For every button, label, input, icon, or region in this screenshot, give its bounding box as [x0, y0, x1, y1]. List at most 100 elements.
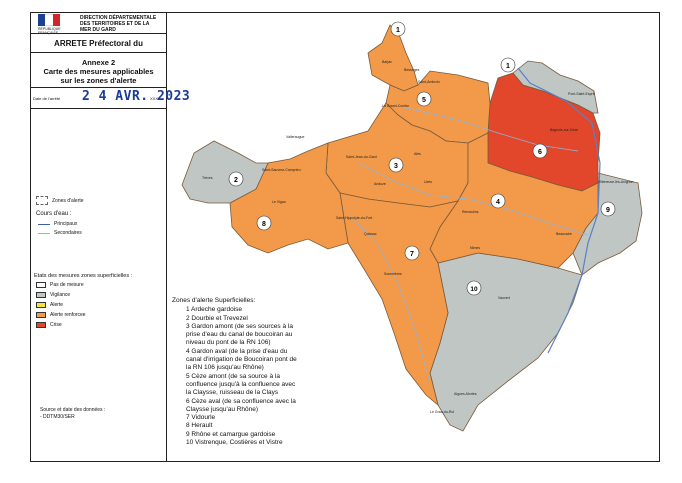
zone-number: 4: [496, 199, 500, 206]
zone-number: 2: [234, 177, 238, 184]
french-flag-icon: [38, 14, 60, 26]
zone-label-4[interactable]: 4: [490, 193, 506, 209]
zone-list-item: 3 Gardon amont (de ses sources à la: [186, 322, 293, 330]
zone-list-item: 2 Dourbie et Trevezel: [186, 314, 248, 322]
legend-label: Zones d'alerte: [52, 197, 84, 204]
zone-list-item: 6 Cèze aval (de sa confluence avec la: [186, 397, 296, 405]
zone-list-item: 8 Herault: [186, 422, 213, 430]
legend-cours-principaux: Principaux: [38, 221, 77, 227]
marianne-logo: RÉPUBLIQUE FRANÇAISE: [38, 14, 74, 35]
zone-number: 10: [470, 286, 478, 293]
legend-etat-pas-de-mesure: Pas de mesure: [36, 282, 84, 288]
legend-etat-alerte-renforcee: Alerte renforcee: [36, 312, 86, 318]
zone-label-5[interactable]: 5: [416, 91, 432, 107]
legend-label: Vigilance: [50, 292, 71, 298]
river-gardon: [357, 162, 589, 236]
zone-list: Zones d'alerte Superficielles: 1 Ardeche…: [172, 297, 312, 447]
town-label: Uzès: [424, 180, 432, 184]
town-label: Saint-Jean-du-Gard: [346, 155, 377, 159]
swatch-icon: [36, 282, 46, 288]
zone-label-3[interactable]: 3: [388, 157, 404, 173]
zone-label-7[interactable]: 7: [404, 245, 420, 261]
town-label: Le Grau-du-Roi: [430, 410, 454, 414]
zone-label-9[interactable]: 9: [600, 201, 616, 217]
legend-etat-alerte: Alerte: [36, 302, 63, 308]
town-label: La Grand-Combe: [382, 104, 409, 108]
town-label: Villeneuve-lès-Avignon: [598, 180, 634, 184]
divider: [30, 33, 167, 34]
zone-number: 1: [506, 63, 510, 70]
town-label: Alès: [414, 152, 421, 156]
date-label: Date de l'arrêté: [33, 96, 61, 101]
zone-list-item: la RN 106 jusqu'au Rhône): [186, 364, 264, 372]
zone-list-item: 10 Vistrenque, Costières et Vistre: [186, 439, 283, 447]
zone-label-8[interactable]: 8: [256, 215, 272, 231]
legend-label: Alerte renforcee: [50, 312, 86, 318]
town-label: Beaucaire: [556, 232, 572, 236]
gard-alert-map: 1 1 2 3 4 5 6 7 8 9 10 Barjac Sa: [181, 21, 643, 432]
town-label: Le Vigan: [272, 200, 286, 204]
swatch-icon: [36, 322, 46, 328]
legend-etat-vigilance: Vigilance: [36, 292, 70, 298]
source-line: - DDTM30/SER: [40, 414, 75, 420]
zone-label-1b[interactable]: 1: [500, 57, 516, 73]
town-label: Vauvert: [498, 296, 510, 300]
zone-label-2[interactable]: 2: [228, 171, 244, 187]
zone-label-1[interactable]: 1: [390, 21, 406, 37]
town-label: Valleraugue: [286, 135, 304, 139]
annexe-line: Annexe 2: [81, 58, 116, 67]
zone-list-item: 5 Cèze amont (de sa source à la: [186, 372, 280, 380]
town-label: Sommières: [384, 272, 402, 276]
zone-list-title: Zones d'alerte Superficielles:: [172, 297, 256, 304]
town-label: Aigues-Mortes: [454, 392, 477, 396]
zone-1-region[interactable]: [367, 24, 419, 92]
divider: [30, 52, 167, 53]
zone-7-region[interactable]: [339, 192, 459, 407]
town-label: Bessèges: [404, 68, 420, 72]
source-line: Source et date des données :: [40, 407, 106, 413]
zone-number: 8: [262, 221, 266, 228]
zone-list-item: la Claysse, ruisseau de la Clays: [186, 389, 279, 397]
zone-list-item: niveau du pont de la RN 106): [186, 339, 271, 347]
map-frame: [30, 12, 660, 462]
zone-label-10[interactable]: 10: [466, 280, 482, 296]
zone-list-item: Claysse jusqu'au Rhône): [186, 405, 259, 413]
swatch-icon: [36, 292, 46, 298]
divider: [30, 87, 167, 88]
zone-list-item: prise d'eau du canal de boucoiran au: [186, 331, 293, 339]
annexe-title: Annexe 2 Carte des mesures applicables s…: [30, 58, 167, 85]
town-label: Trèves: [202, 176, 213, 180]
legend-label: Pas de mesure: [50, 282, 84, 288]
river-line-icon: [38, 232, 50, 234]
town-label: Nîmes: [470, 246, 480, 250]
zone-2-region[interactable]: [181, 140, 269, 204]
zone-number: 1: [396, 27, 400, 34]
zone-list-item: canal d'irrigation de Boucoiran pont de: [186, 356, 297, 364]
zone-number: 3: [394, 163, 398, 170]
zone-list-item: 9 Rhône et camargue gardoise: [186, 430, 276, 438]
town-label: Remoulins: [462, 210, 479, 214]
zone-10-region[interactable]: [429, 252, 583, 432]
river-rhone: [517, 67, 601, 354]
zone-list-item: 1 Ardeche gardoise: [186, 306, 243, 314]
zone-number: 6: [538, 149, 542, 156]
annexe-line: Carte des mesures applicables: [43, 67, 154, 76]
town-label: Quissac: [364, 232, 377, 236]
town-label: Saint-Sauveur-Camprieu: [262, 168, 301, 172]
zone-list-item: 4 Gardon aval (de la prise d'eau du: [186, 347, 288, 355]
zone-number: 9: [606, 207, 610, 214]
left-panel: [30, 12, 167, 462]
legend-etat-crise: Crise: [36, 322, 62, 328]
town-label: Anduze: [374, 182, 386, 186]
arrete-title: ARRETE Préfectoral du: [54, 39, 143, 48]
zone-label-6[interactable]: 6: [532, 143, 548, 159]
legend-label: Principaux: [54, 221, 78, 227]
date-stamp: 2 4 AVR. 2023: [82, 89, 191, 104]
date-suffix: XXX: [150, 96, 159, 101]
swatch-icon: [36, 312, 46, 318]
zone-9-north-region[interactable]: [512, 60, 599, 114]
town-label: Barjac: [382, 60, 392, 64]
legend-label: Crise: [50, 322, 62, 328]
department-name: DIRECTION DÉPARTEMENTALE DES TERRITOIRES…: [80, 15, 157, 33]
cours-eau-title: Cours d'eau :: [36, 211, 72, 217]
